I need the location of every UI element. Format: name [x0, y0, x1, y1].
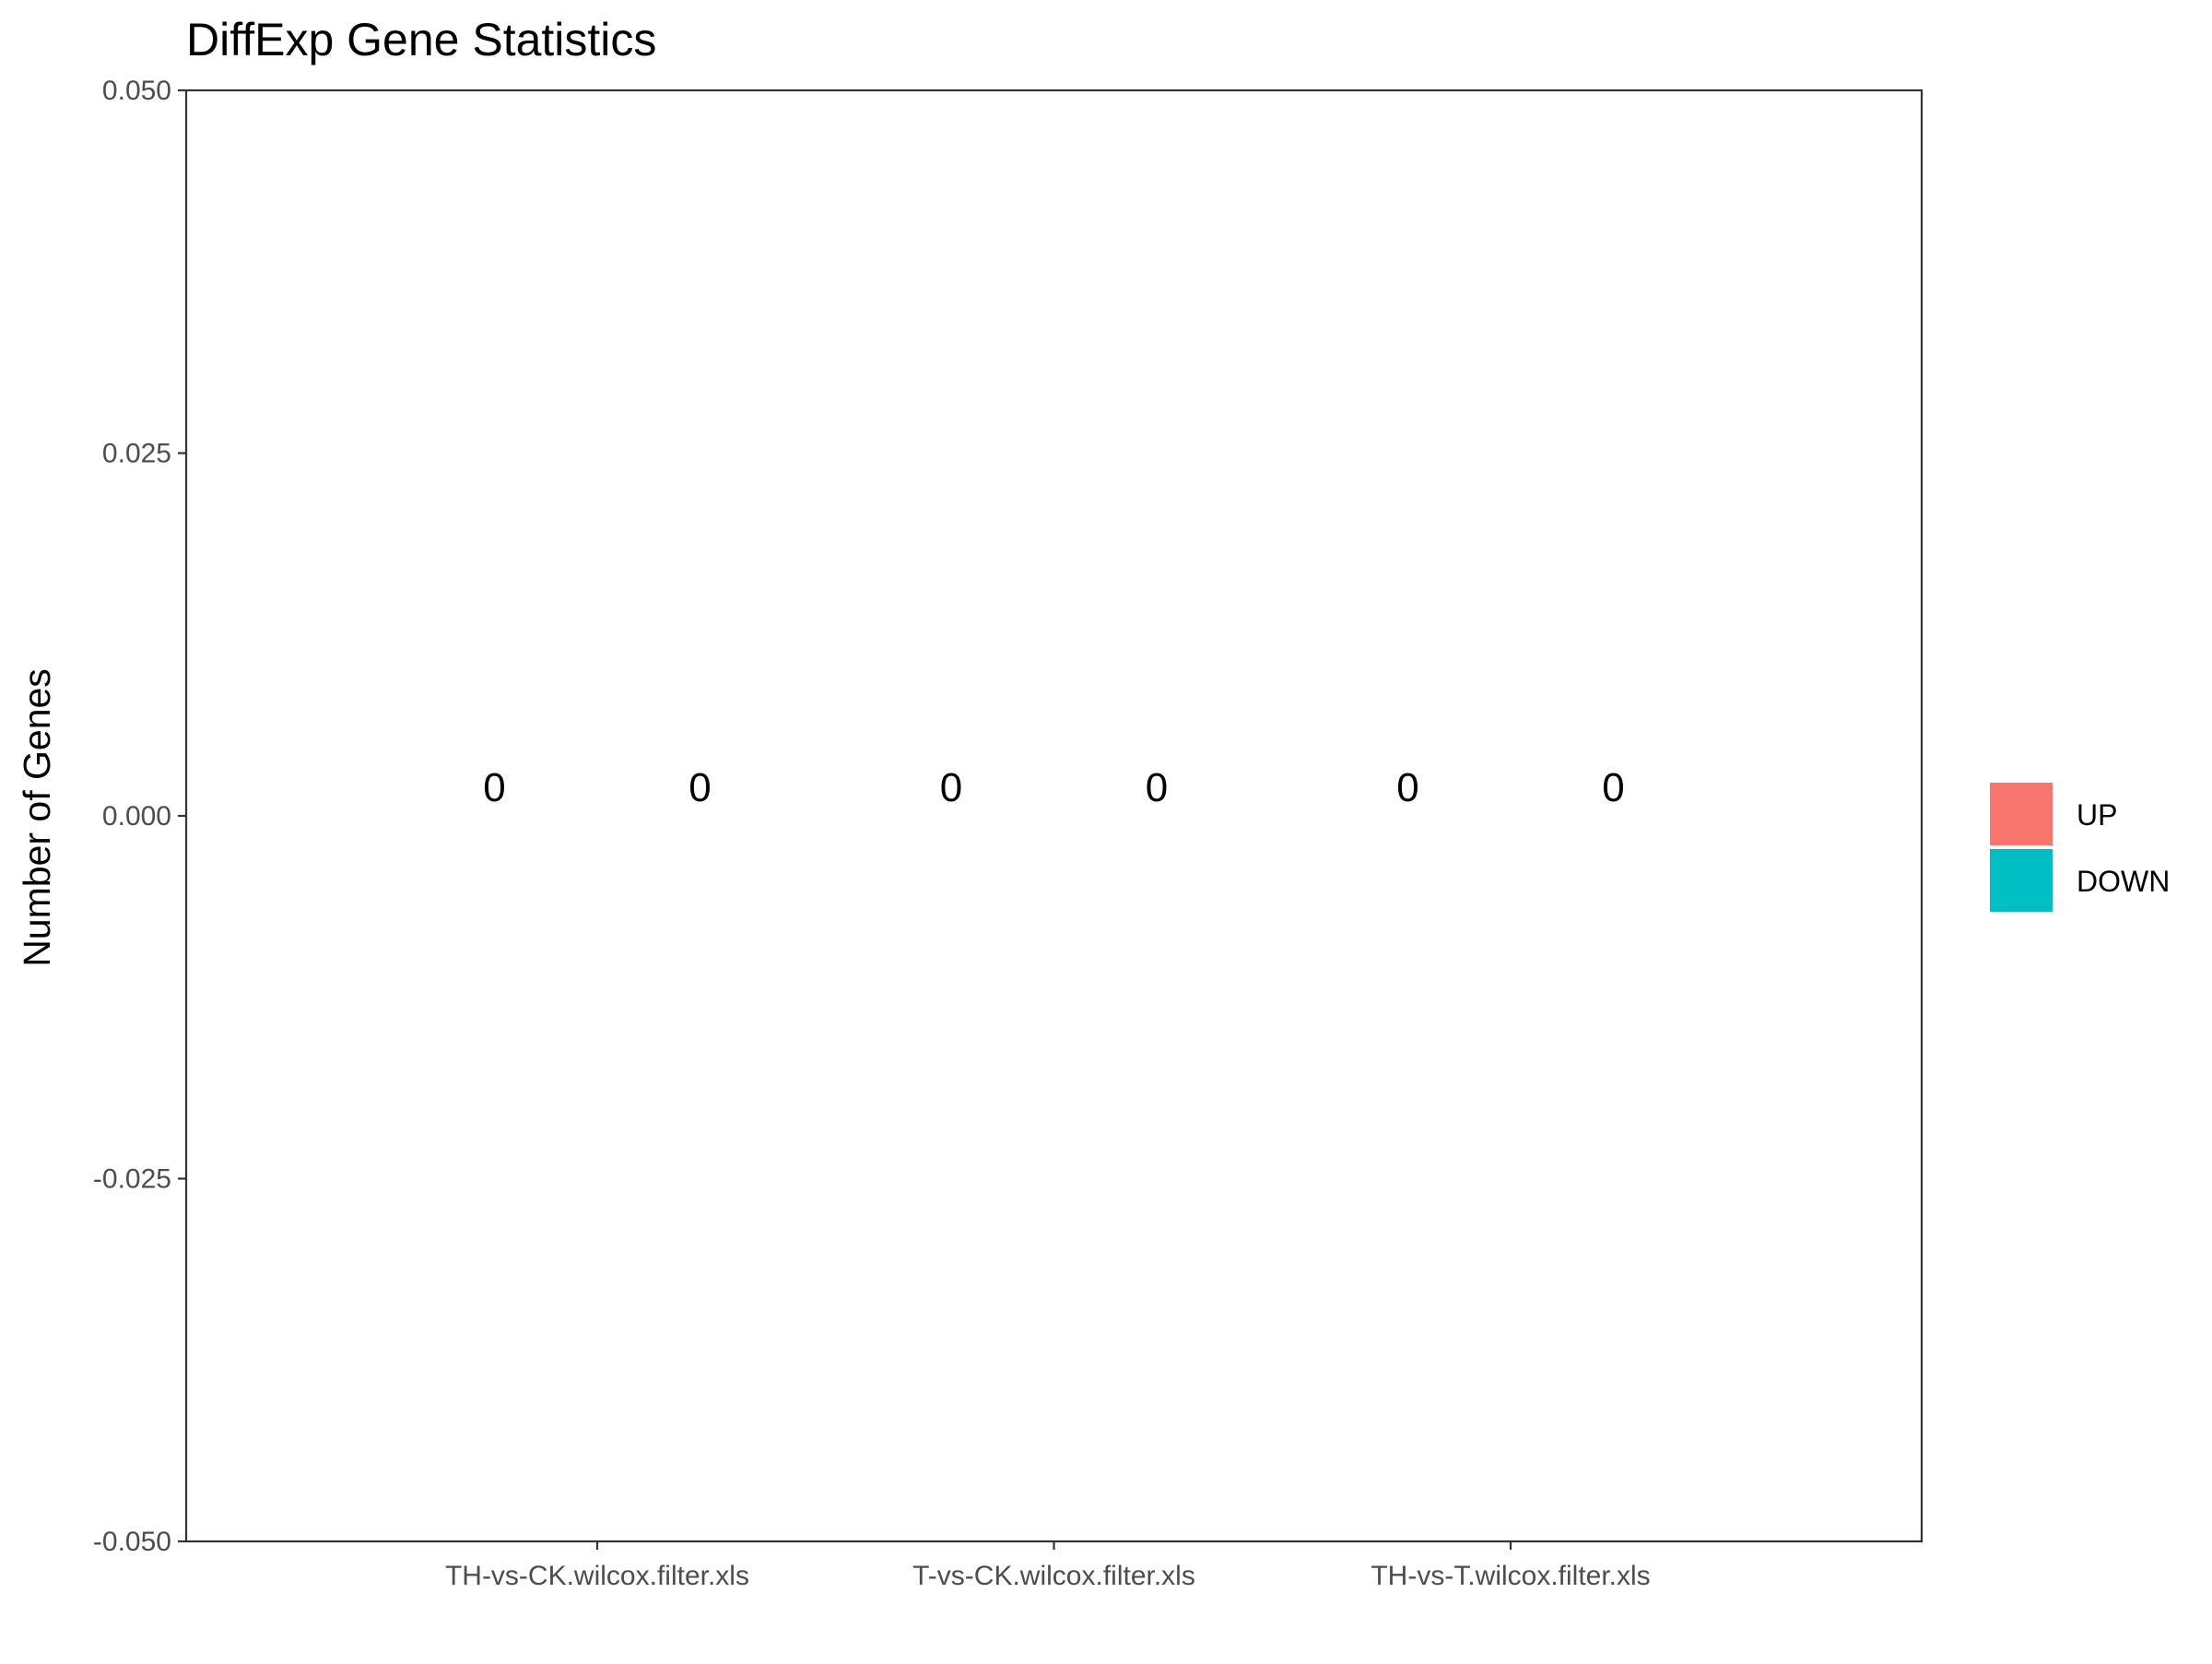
- legend-key-down: [1990, 849, 2053, 912]
- y-tick-label: -0.025: [93, 1164, 171, 1195]
- data-label-up: 0: [940, 765, 962, 810]
- data-labels: 0 0 0 0 0 0: [483, 765, 1625, 810]
- x-axis: TH-vs-CK.wilcox.filter.xls T-vs-CK.wilcox…: [445, 1541, 1651, 1591]
- data-label-down: 0: [1602, 765, 1624, 810]
- x-tick-label: T-vs-CK.wilcox.filter.xls: [912, 1561, 1195, 1591]
- y-tick-label: 0.000: [102, 801, 171, 832]
- x-tick-label: TH-vs-T.wilcox.filter.xls: [1371, 1561, 1650, 1591]
- y-tick-label: 0.025: [102, 439, 171, 469]
- x-tick-label: TH-vs-CK.wilcox.filter.xls: [445, 1561, 749, 1591]
- legend: UP DOWN: [1990, 783, 2170, 912]
- y-axis: 0.050 0.025 0.000 -0.025 -0.050: [93, 76, 186, 1557]
- y-axis-label: Number of Genes: [16, 668, 58, 967]
- data-label-up: 0: [1396, 765, 1418, 810]
- legend-label-up: UP: [2077, 798, 2117, 832]
- legend-label-down: DOWN: [2077, 865, 2170, 898]
- data-label-down: 0: [688, 765, 711, 810]
- y-tick-label: 0.050: [102, 76, 171, 106]
- data-label-up: 0: [483, 765, 505, 810]
- chart-title: DiffExp Gene Statistics: [186, 14, 656, 65]
- data-label-down: 0: [1146, 765, 1168, 810]
- legend-key-up: [1990, 783, 2053, 845]
- y-tick-label: -0.050: [93, 1527, 171, 1557]
